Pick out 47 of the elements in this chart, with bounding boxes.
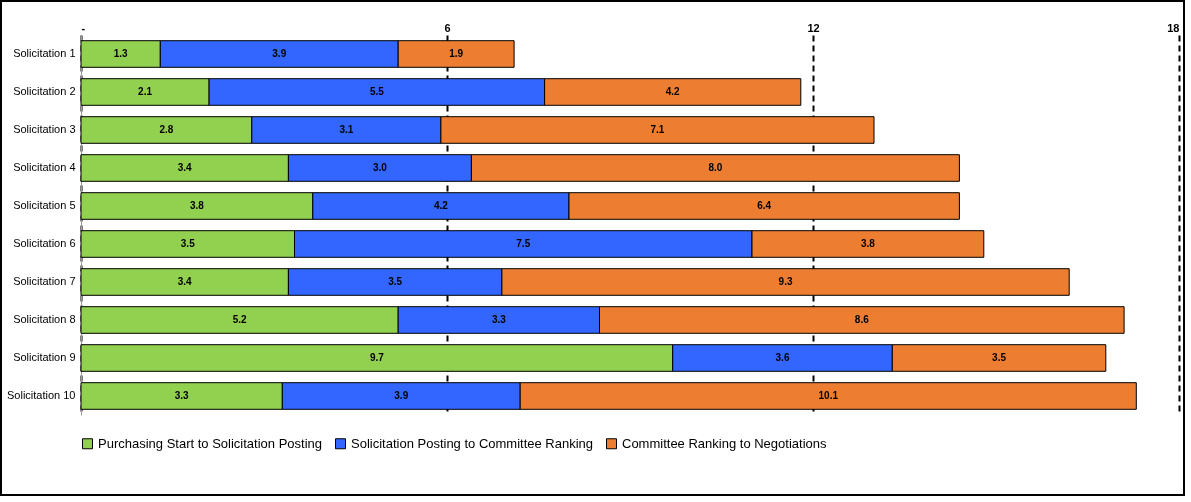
data-label: 7.1 xyxy=(650,124,665,135)
y-tick-label: Solicitation 4 xyxy=(13,161,76,173)
legend-label: Purchasing Start to Solicitation Posting xyxy=(98,435,323,451)
data-label: 3.5 xyxy=(992,352,1007,363)
data-label: 1.9 xyxy=(449,48,464,59)
data-label: 8.6 xyxy=(854,314,870,325)
data-label: 9.7 xyxy=(369,352,385,363)
y-tick-label: Solicitation 3 xyxy=(13,123,76,135)
y-tick-label: Solicitation 7 xyxy=(13,275,76,287)
data-label: 8.0 xyxy=(708,162,723,173)
data-label: 3.6 xyxy=(775,352,790,363)
data-label: 9.3 xyxy=(778,276,793,287)
data-label: 2.1 xyxy=(138,86,153,97)
data-label: 3.3 xyxy=(174,390,190,401)
data-label: 4.2 xyxy=(433,200,449,211)
data-label: 6.4 xyxy=(757,200,772,211)
data-label: 3.3 xyxy=(491,314,507,325)
x-tick-label: 18 xyxy=(1167,21,1180,34)
data-label: 3.5 xyxy=(388,276,403,287)
data-label: 5.2 xyxy=(232,314,247,325)
y-tick-label: Solicitation 9 xyxy=(13,351,76,363)
x-tick-label: 12 xyxy=(807,21,820,34)
y-tick-label: Solicitation 8 xyxy=(13,313,76,325)
data-label: 3.5 xyxy=(180,238,196,249)
data-label: 3.4 xyxy=(177,162,193,173)
data-label: 5.5 xyxy=(369,86,385,97)
y-tick-label: Solicitation 10 xyxy=(7,389,76,401)
data-label: 3.1 xyxy=(339,124,354,135)
y-tick-label: Solicitation 5 xyxy=(13,199,76,211)
y-tick-label: Solicitation 2 xyxy=(13,85,76,97)
data-label: 3.0 xyxy=(372,162,388,173)
data-label: 3.9 xyxy=(394,390,409,401)
data-label: 4.2 xyxy=(665,86,681,97)
y-tick-label: Solicitation 1 xyxy=(13,47,76,59)
y-tick-label: Solicitation 6 xyxy=(13,237,76,249)
data-label: 3.4 xyxy=(177,276,193,287)
x-tick-label: - xyxy=(81,21,86,34)
data-label: 10.1 xyxy=(818,390,839,401)
data-label: 3.8 xyxy=(189,200,205,211)
data-label: 7.5 xyxy=(516,238,531,249)
legend-label: Committee Ranking to Negotiations xyxy=(622,435,827,451)
data-label: 3.9 xyxy=(272,48,287,59)
legend-label: Solicitation Posting to Committee Ranking xyxy=(351,435,594,451)
data-label: 3.8 xyxy=(860,238,876,249)
x-tick-label: 6 xyxy=(444,21,451,34)
data-label: 1.3 xyxy=(113,48,129,59)
data-label: 2.8 xyxy=(159,124,174,135)
